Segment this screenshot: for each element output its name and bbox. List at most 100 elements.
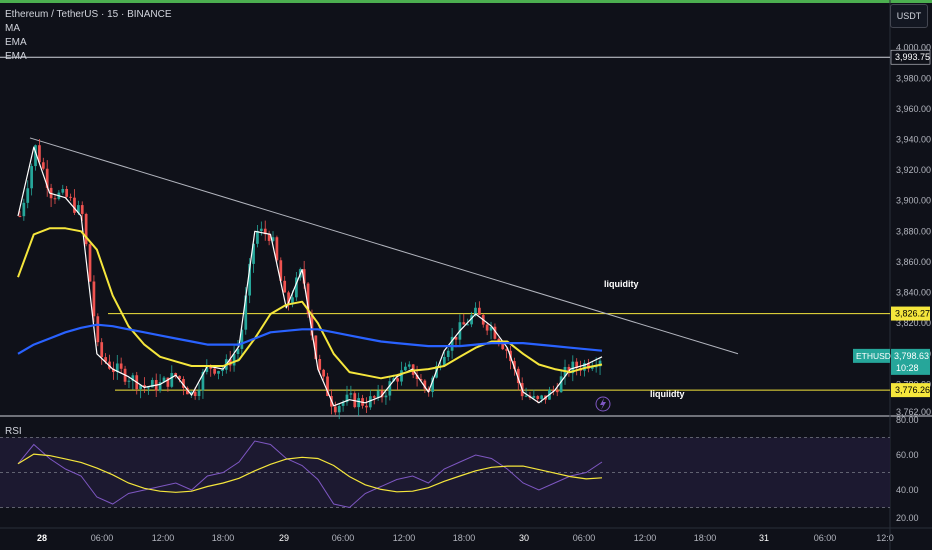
candle-body	[88, 244, 92, 282]
candle-body	[18, 216, 22, 218]
time-tick-label: 28	[37, 533, 47, 543]
candle-body	[119, 363, 123, 369]
candle-body	[240, 329, 244, 349]
candle-body	[384, 395, 388, 398]
candle-body	[345, 394, 349, 403]
last-symbol-bg	[853, 348, 890, 363]
candle-body	[143, 385, 146, 388]
candle-body	[419, 378, 423, 381]
candle-body	[513, 361, 516, 369]
candle-body	[357, 398, 361, 408]
candle-body	[302, 269, 306, 284]
candle-body	[423, 380, 427, 389]
candle-body	[73, 197, 76, 213]
candle-body	[221, 369, 224, 372]
last-price-bg	[891, 348, 930, 375]
rsi-tick-label: 80.00	[896, 415, 919, 425]
candle-body	[349, 393, 353, 395]
rsi-tick-label: 60.00	[896, 450, 919, 460]
candle-body	[333, 406, 337, 413]
candle-body	[45, 168, 49, 188]
countdown-text: 10:28	[896, 363, 919, 373]
top-accent-bar	[0, 0, 932, 3]
candle-body	[368, 396, 372, 408]
candle-body	[162, 377, 166, 383]
candle-body	[442, 356, 446, 366]
candle-body	[84, 213, 88, 245]
candle-body	[38, 145, 41, 163]
candle-body	[236, 348, 240, 354]
candle-body	[150, 380, 154, 388]
lightning-icon	[595, 396, 611, 412]
candle-body	[178, 375, 181, 379]
indicator-ema-fast[interactable]: EMA	[5, 37, 27, 48]
candle-body	[80, 205, 84, 214]
candle-body	[131, 375, 135, 381]
level-support-tag: 3,776.26	[891, 383, 930, 398]
time-tick-label: 12:00	[152, 533, 175, 543]
candle-body	[96, 316, 100, 343]
candle-body	[559, 376, 563, 393]
candle-body	[462, 322, 466, 325]
candle-body	[205, 365, 209, 372]
candle-body	[30, 166, 33, 189]
price-tick-label: 4,000.00	[896, 43, 931, 53]
level-support-tag-bg	[891, 383, 930, 398]
candle-body	[485, 324, 489, 331]
currency-button[interactable]: USDT	[890, 4, 928, 28]
level-support-tag-text: 3,776.26	[895, 385, 930, 395]
lightning-icon-glyph	[600, 398, 606, 410]
indicator-ema-slow[interactable]: EMA	[5, 51, 27, 62]
indicator-ma[interactable]: MA	[5, 23, 20, 34]
candle-body	[112, 368, 115, 372]
series-line-1	[17, 227, 603, 380]
time-tick-label: 06:00	[814, 533, 837, 543]
candle-body	[587, 363, 590, 369]
rsi-tick-label: 40.00	[896, 485, 919, 495]
candle-body	[147, 387, 150, 389]
candle-body	[279, 260, 283, 281]
candle-body	[365, 405, 368, 408]
candle-body	[454, 336, 458, 340]
time-tick-label: 18:00	[694, 533, 717, 543]
candle-body	[275, 237, 279, 261]
candle-body	[291, 297, 294, 305]
candle-body	[306, 283, 310, 314]
candle-body	[182, 378, 185, 388]
candle-body	[174, 373, 178, 376]
symbol-title[interactable]: Ethereum / TetherUS · 15 · BINANCE	[5, 9, 172, 20]
candle-body	[92, 281, 96, 317]
candle-body	[388, 381, 392, 396]
rsi-ma-line	[17, 453, 603, 493]
price-tick-label: 3,762.00	[896, 407, 931, 417]
candle-body	[34, 145, 37, 167]
candle-body	[431, 377, 435, 392]
candle-body	[108, 361, 111, 369]
candle-body	[185, 387, 189, 395]
candle-body	[41, 162, 45, 169]
candle-body	[127, 380, 131, 382]
candle-body	[65, 188, 69, 197]
candle-body	[477, 307, 481, 315]
candle-body	[193, 391, 197, 397]
time-tick-label: 12:00	[393, 533, 416, 543]
trendline	[29, 137, 739, 355]
candle-body	[575, 361, 579, 369]
candle-body	[551, 389, 555, 391]
candle-body	[310, 313, 314, 336]
candle-body	[594, 366, 598, 368]
candle-body	[314, 335, 318, 359]
candle-body	[318, 358, 322, 370]
candle-body	[407, 364, 411, 367]
time-tick-label: 06:00	[91, 533, 114, 543]
candle-body	[115, 363, 119, 372]
last-symbol-text: ETHUSDT	[856, 351, 896, 361]
candle-body	[166, 377, 170, 387]
candle-body	[396, 378, 399, 382]
chart-legend: Ethereum / TetherUS · 15 · BINANCE MA EM…	[5, 8, 172, 64]
candle-body	[400, 370, 403, 382]
level-resist-tag-text: 3,826.27	[895, 309, 930, 319]
price-tick-label: 3,960.00	[896, 104, 931, 114]
candle-body	[571, 361, 575, 374]
